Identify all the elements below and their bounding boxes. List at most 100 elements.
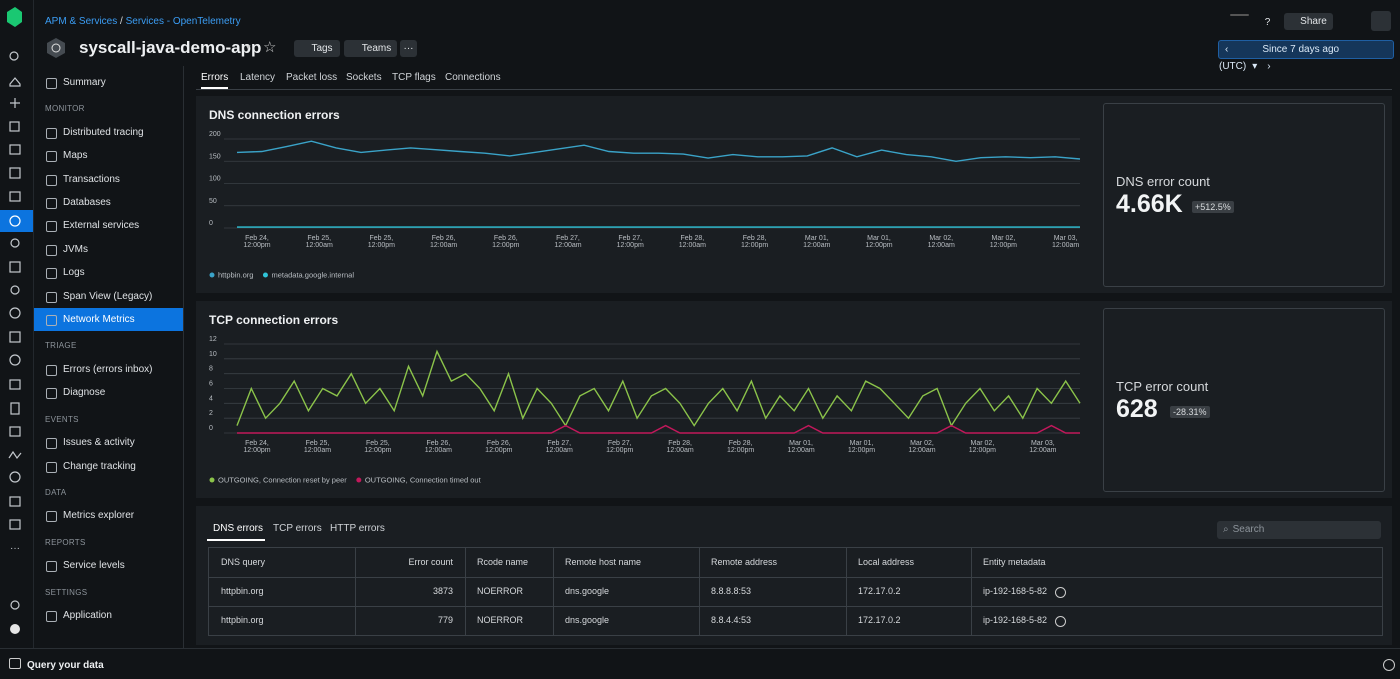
x-tick-label: 12:00am [667, 447, 694, 454]
tcp-billboard: TCP error count 628 -28.31% [1103, 308, 1385, 492]
nav-item[interactable]: Application [34, 604, 183, 627]
x-tick-label: 12:00pm [865, 242, 892, 249]
info-icon[interactable] [1055, 587, 1066, 598]
x-tick-label: 12:00am [430, 242, 457, 249]
x-tick-label: 12:00pm [492, 242, 519, 249]
column-divider [971, 548, 972, 635]
x-tick-label: Mar 01, [867, 235, 891, 242]
legend-swatch [210, 273, 215, 278]
x-tick-label: Feb 28, [681, 235, 705, 242]
x-tick-label: 12:00pm [243, 242, 270, 249]
legend-label: OUTGOING, Connection reset by peer [218, 476, 347, 485]
x-tick-label: 12:00am [546, 447, 573, 454]
table-cell: ip-192-168-5-82 [983, 606, 1047, 635]
x-tick-label: 12:00am [928, 242, 955, 249]
line-series [237, 141, 1080, 161]
billboard-value: 628 [1116, 395, 1158, 424]
chart-title: DNS connection errors [209, 108, 340, 122]
y-tick-label: 0 [209, 425, 213, 432]
query-icon [9, 658, 21, 669]
x-tick-label: Feb 24, [245, 235, 269, 242]
query-your-data[interactable]: Query your data [27, 660, 104, 671]
x-tick-label: Feb 27, [608, 440, 632, 447]
x-tick-label: Feb 26, [432, 235, 456, 242]
x-tick-label: 12:00pm [848, 447, 875, 454]
x-tick-label: 12:00pm [990, 242, 1017, 249]
column-header[interactable]: Rcode name [477, 548, 528, 577]
x-tick-label: Feb 25, [366, 440, 390, 447]
y-tick-label: 6 [209, 381, 213, 388]
legend-swatch [210, 478, 215, 483]
x-tick-label: 12:00pm [364, 447, 391, 454]
x-tick-label: 12:00am [908, 447, 935, 454]
x-tick-label: 12:00am [425, 447, 452, 454]
x-tick-label: 12:00am [1052, 242, 1079, 249]
table-tab[interactable]: HTTP errors [330, 523, 385, 534]
legend-label: OUTGOING, Connection timed out [365, 476, 482, 485]
x-tick-label: Mar 02, [910, 440, 934, 447]
table: DNS queryhttpbin.orghttpbin.orgError cou… [208, 547, 1383, 636]
column-header[interactable]: Remote host name [565, 548, 641, 577]
column-divider [465, 548, 466, 635]
x-tick-label: 12:00am [679, 242, 706, 249]
x-tick-label: Feb 24, [245, 440, 269, 447]
x-tick-label: Feb 28, [743, 235, 767, 242]
x-tick-label: 12:00pm [741, 242, 768, 249]
x-tick-label: Feb 25, [306, 440, 330, 447]
x-tick-label: 12:00am [1029, 447, 1056, 454]
legend-label: metadata.google.internal [271, 271, 354, 280]
table-cell: 8.8.4.4:53 [711, 606, 751, 635]
y-tick-label: 8 [209, 366, 213, 373]
table-cell: httpbin.org [221, 606, 264, 635]
column-header[interactable]: Error count [355, 548, 453, 577]
row-divider [209, 577, 1382, 578]
table-cell: NOERROR [477, 606, 523, 635]
x-tick-label: 12:00am [306, 242, 333, 249]
y-tick-label: 10 [209, 351, 217, 358]
column-divider [846, 548, 847, 635]
info-icon[interactable] [1055, 616, 1066, 627]
table-cell: ip-192-168-5-82 [983, 577, 1047, 606]
svg-text:···: ··· [10, 543, 20, 554]
table-tab[interactable]: DNS errors [207, 523, 265, 541]
x-tick-label: Feb 27, [556, 235, 580, 242]
help-icon[interactable] [1383, 659, 1395, 671]
column-header[interactable]: Entity metadata [983, 548, 1046, 577]
row-divider [209, 606, 1382, 607]
x-tick-label: Mar 02, [971, 440, 995, 447]
table-cell: dns.google [565, 606, 609, 635]
nav-section-heading: SETTINGS [34, 578, 183, 605]
table-tab[interactable]: TCP errors [273, 523, 322, 534]
x-tick-label: 12:00pm [243, 447, 270, 454]
table-cell: 3873 [355, 577, 453, 606]
x-tick-label: 12:00am [304, 447, 331, 454]
table-cell: 172.17.0.2 [858, 577, 901, 606]
table-cell: 779 [355, 606, 453, 635]
search-box[interactable]: ⌕Search [1217, 521, 1381, 539]
y-tick-label: 50 [209, 198, 217, 205]
y-tick-label: 200 [209, 131, 221, 138]
table-cell: httpbin.org [221, 577, 264, 606]
x-tick-label: 12:00am [554, 242, 581, 249]
table-cell: 8.8.8.8:53 [711, 577, 751, 606]
search-placeholder: Search [1233, 524, 1265, 535]
billboard-value: 4.66K [1116, 190, 1183, 219]
nav-item[interactable]: Metrics explorer [34, 504, 183, 527]
column-divider [699, 548, 700, 635]
x-tick-label: Feb 27, [618, 235, 642, 242]
line-series [237, 426, 1080, 433]
x-tick-label: Feb 26, [494, 235, 518, 242]
y-tick-label: 150 [209, 153, 221, 160]
column-header[interactable]: Local address [858, 548, 914, 577]
chart-title: TCP connection errors [209, 313, 338, 327]
x-tick-label: Feb 25, [307, 235, 331, 242]
column-header[interactable]: DNS query [221, 548, 265, 577]
billboard-change: +512.5% [1192, 201, 1234, 213]
dns-billboard: DNS error count 4.66K +512.5% [1103, 103, 1385, 287]
y-tick-label: 0 [209, 220, 213, 227]
column-header[interactable]: Remote address [711, 548, 777, 577]
x-tick-label: Mar 03, [1054, 235, 1078, 242]
x-tick-label: Feb 26, [487, 440, 511, 447]
table-cell: NOERROR [477, 577, 523, 606]
nav-item[interactable]: Service levels [34, 554, 183, 577]
